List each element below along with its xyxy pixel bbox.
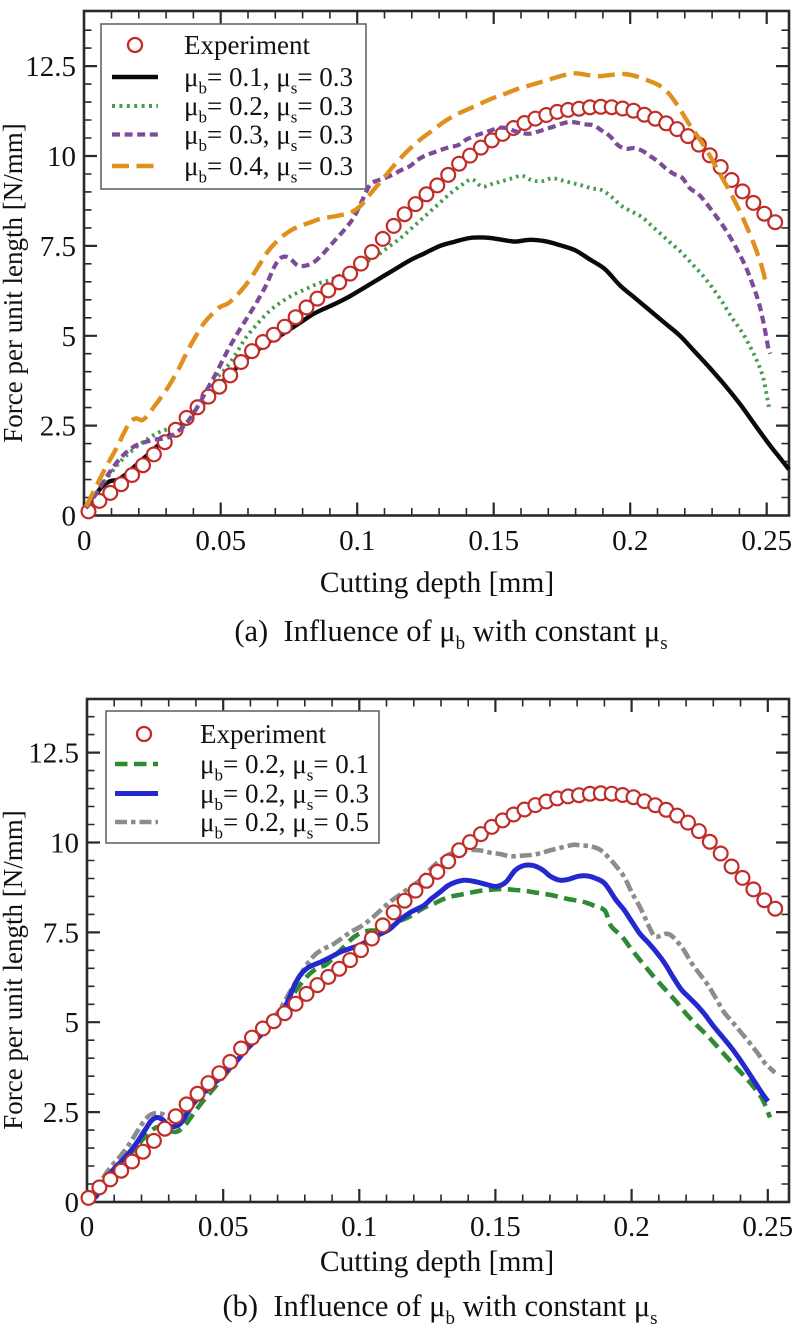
svg-text:Cutting depth [mm]: Cutting depth [mm] bbox=[320, 567, 554, 599]
svg-text:5: 5 bbox=[62, 321, 77, 353]
svg-text:0.15: 0.15 bbox=[468, 525, 519, 557]
svg-text:μb= 0.2, μs= 0.3: μb= 0.2, μs= 0.3 bbox=[184, 91, 353, 127]
svg-text:0: 0 bbox=[65, 1187, 80, 1219]
svg-text:μb= 0.1, μs= 0.3: μb= 0.1, μs= 0.3 bbox=[184, 62, 353, 98]
svg-text:0.2: 0.2 bbox=[612, 525, 648, 557]
svg-text:μb= 0.4, μs= 0.3: μb= 0.4, μs= 0.3 bbox=[184, 151, 353, 187]
svg-text:5: 5 bbox=[65, 1007, 80, 1039]
svg-text:0.1: 0.1 bbox=[341, 1211, 377, 1243]
svg-text:10: 10 bbox=[47, 141, 76, 173]
svg-text:Force per unit length [N/mm]: Force per unit length [N/mm] bbox=[0, 123, 28, 442]
svg-text:12.5: 12.5 bbox=[28, 738, 79, 770]
svg-text:0.05: 0.05 bbox=[195, 525, 246, 557]
svg-text:12.5: 12.5 bbox=[25, 51, 76, 83]
svg-text:0.25: 0.25 bbox=[741, 525, 792, 557]
svg-text:Experiment: Experiment bbox=[184, 30, 310, 60]
svg-text:0.05: 0.05 bbox=[198, 1211, 249, 1243]
svg-text:μb= 0.3, μs= 0.3: μb= 0.3, μs= 0.3 bbox=[184, 120, 353, 156]
svg-text:(b) Influence of μb with cons: (b) Influence of μb with constant μs bbox=[223, 1289, 658, 1329]
svg-text:μb= 0.2, μs= 0.5: μb= 0.2, μs= 0.5 bbox=[200, 807, 369, 843]
svg-text:Cutting depth [mm]: Cutting depth [mm] bbox=[320, 1246, 554, 1278]
svg-text:10: 10 bbox=[50, 828, 79, 860]
svg-text:(a) Influence of μb with cons: (a) Influence of μb with constant μs bbox=[234, 614, 667, 654]
svg-text:Force per unit length [N/mm]: Force per unit length [N/mm] bbox=[0, 810, 28, 1129]
svg-text:0: 0 bbox=[77, 525, 92, 557]
svg-text:7.5: 7.5 bbox=[40, 231, 76, 263]
svg-text:Experiment: Experiment bbox=[200, 719, 326, 749]
svg-text:0.1: 0.1 bbox=[339, 525, 375, 557]
svg-text:7.5: 7.5 bbox=[43, 917, 79, 949]
svg-text:2.5: 2.5 bbox=[40, 411, 76, 443]
svg-text:0.2: 0.2 bbox=[613, 1211, 649, 1243]
svg-text:μb= 0.2, μs= 0.1: μb= 0.2, μs= 0.1 bbox=[200, 749, 369, 785]
svg-text:0.15: 0.15 bbox=[470, 1211, 521, 1243]
svg-text:2.5: 2.5 bbox=[43, 1097, 79, 1129]
svg-text:0: 0 bbox=[80, 1211, 95, 1243]
svg-text:μb= 0.2, μs= 0.3: μb= 0.2, μs= 0.3 bbox=[200, 779, 369, 815]
svg-text:0.25: 0.25 bbox=[742, 1211, 793, 1243]
svg-text:0: 0 bbox=[62, 501, 77, 533]
